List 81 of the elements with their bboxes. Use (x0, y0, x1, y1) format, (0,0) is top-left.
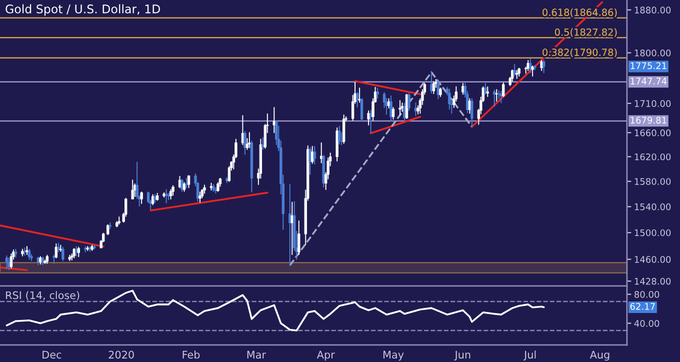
candlestick (290, 202, 294, 256)
candlestick (498, 90, 500, 100)
candlestick (367, 110, 370, 126)
candlestick (448, 88, 451, 110)
ref-line-label: 1747.74 (630, 78, 667, 84)
x-tick-label: May (384, 350, 404, 361)
chart-title: Gold Spot / U.S. Dollar, 1D (6, 4, 160, 16)
y-tick-label: 1880.00 (634, 6, 671, 14)
candlestick (248, 132, 251, 148)
y-tick-label: 1660.00 (634, 129, 671, 136)
candlestick (77, 246, 80, 258)
candlestick (398, 100, 402, 116)
y-tick-label: 1460.00 (634, 256, 671, 263)
y-tick-label: 80.00 (634, 291, 660, 298)
candlestick (376, 87, 379, 99)
candlestick (358, 87, 361, 103)
x-tick-label: Aug (590, 350, 610, 361)
candlestick (356, 92, 359, 108)
candlestick (360, 98, 364, 122)
x-tick-label: Dec (42, 350, 62, 359)
candlestick (75, 246, 78, 256)
candlestick (493, 90, 496, 107)
candlestick (151, 194, 154, 206)
candlestick (403, 102, 406, 122)
candlestick (62, 246, 64, 262)
candlestick (187, 175, 190, 188)
candlestick (140, 192, 143, 204)
candlestick (484, 82, 487, 95)
candlestick (526, 60, 530, 71)
x-tick-label: 2020 (108, 350, 134, 359)
candlestick (430, 72, 433, 94)
text: 1775.21 (630, 62, 666, 70)
candlestick (392, 106, 395, 120)
y-tick-label: 1428.00 (634, 278, 671, 285)
candlestick (462, 82, 464, 95)
candlestick (84, 246, 87, 252)
candlestick (10, 253, 13, 269)
candlestick (185, 178, 188, 188)
candlestick (131, 180, 134, 200)
candlestick (540, 60, 543, 71)
candlestick (338, 126, 341, 144)
y-tick-label: 1500.00 (634, 229, 671, 236)
candlestick (486, 86, 489, 97)
y-tick-label: 1800.00 (634, 50, 671, 56)
candlestick (342, 114, 346, 144)
candlestick (313, 146, 316, 165)
x-tick-label: Mar (247, 350, 266, 359)
candlestick (8, 257, 10, 270)
y-tick-label: 1540.00 (634, 203, 671, 210)
candlestick (470, 98, 474, 128)
y-tick-label: 1620.00 (634, 153, 671, 160)
x-tick-label: Jul (524, 350, 536, 361)
candlestick (390, 95, 392, 122)
candlestick (432, 81, 436, 94)
candlestick (26, 246, 28, 256)
annotation: RSI (14, close) (6, 291, 80, 300)
y-tick-label: 1580.00 (634, 178, 671, 185)
candlestick (495, 89, 498, 102)
candlestick (180, 179, 184, 192)
candlestick (172, 185, 174, 196)
line-series (6, 290, 545, 332)
x-tick-label: Jun (454, 350, 470, 361)
candlestick (244, 130, 246, 155)
candlestick (28, 248, 31, 260)
x-tick-label: Apr (316, 350, 335, 361)
candlestick (408, 93, 410, 111)
candlestick (502, 82, 505, 97)
y-tick-label: 1710.00 (634, 100, 671, 107)
candlestick (542, 60, 546, 74)
ref-line-label: 1679.81 (630, 116, 666, 124)
text: 62.17 (630, 303, 655, 310)
y-tick-label: 40.00 (634, 320, 660, 327)
candlestick (262, 136, 264, 150)
candlestick (531, 66, 534, 77)
candlestick (513, 64, 516, 76)
candlestick (5, 255, 8, 270)
candlestick (169, 189, 172, 200)
candlestick (298, 220, 300, 256)
candlestick (308, 147, 312, 176)
candlestick (198, 192, 202, 203)
x-tick-label: Feb (182, 350, 200, 359)
